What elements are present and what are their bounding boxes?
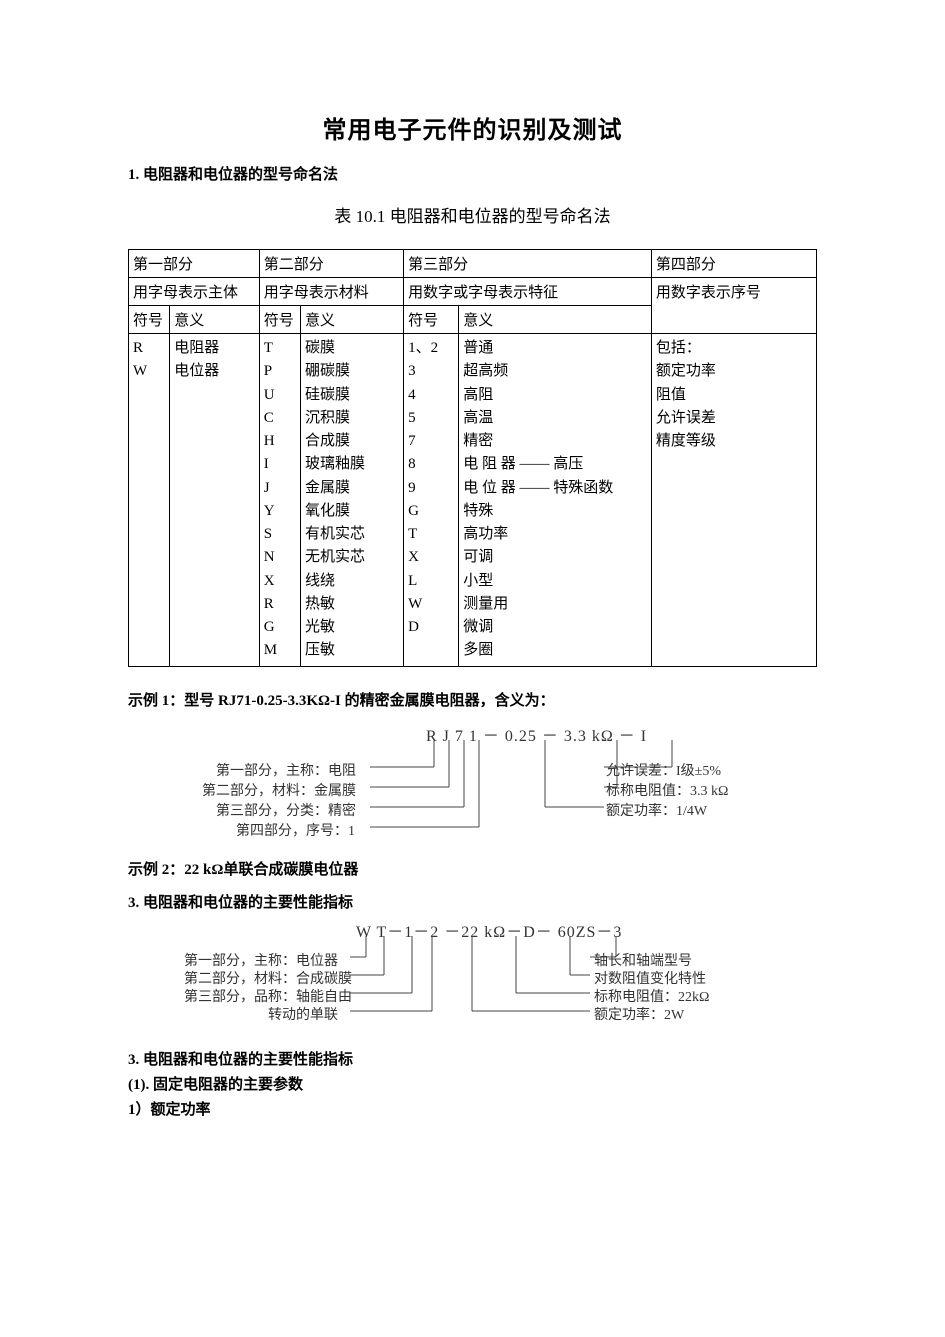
- section-3a-heading: 3. 电阻器和电位器的主要性能指标: [128, 891, 817, 912]
- example-1-label: 示例 1：型号 RJ71-0.25-3.3KΩ-I 的精密金属膜电阻器，含义为：: [128, 689, 817, 710]
- section-3b-heading: 3. 电阻器和电位器的主要性能指标: [128, 1048, 817, 1069]
- sub-1-heading: (1). 固定电阻器的主要参数: [128, 1073, 817, 1094]
- th-mean2: 意义: [300, 306, 403, 334]
- diagram-1: R J 7 1 － 0.25 － 3.3 kΩ － I 第一部分，主称：电阻 第…: [128, 722, 818, 854]
- th-part2: 第二部分: [259, 250, 403, 278]
- diagram1-lines: [128, 722, 818, 854]
- th-sym2: 符号: [259, 306, 300, 334]
- table-row: 第一部分 第二部分 第三部分 第四部分: [129, 250, 817, 278]
- cell-sym3: 1、2 3 4 5 7 8 9 G T X L W D: [404, 334, 459, 667]
- cell-mean2: 碳膜 硼碳膜 硅碳膜 沉积膜 合成膜 玻璃釉膜 金属膜 氧化膜 有机实芯 无机实…: [300, 334, 403, 667]
- cell-mean1: 电阻器 电位器: [170, 334, 259, 667]
- th-desc4: 用数字表示序号: [651, 278, 816, 334]
- th-desc2: 用字母表示材料: [259, 278, 403, 306]
- cell-notes: 包括： 额定功率 阻值 允许误差 精度等级: [651, 334, 816, 667]
- th-part1: 第一部分: [129, 250, 260, 278]
- th-mean3: 意义: [459, 306, 652, 334]
- th-part4: 第四部分: [651, 250, 816, 278]
- table-caption: 表 10.1 电阻器和电位器的型号命名法: [128, 202, 817, 227]
- sub-1a-heading: 1）额定功率: [128, 1098, 817, 1119]
- table-row: 用字母表示主体 用字母表示材料 用数字或字母表示特征 用数字表示序号: [129, 278, 817, 306]
- cell-mean3: 普通 超高频 高阻 高温 精密 电 阻 器 —— 高压 电 位 器 —— 特殊函…: [459, 334, 652, 667]
- page-title: 常用电子元件的识别及测试: [128, 110, 817, 145]
- th-part3: 第三部分: [404, 250, 652, 278]
- th-desc1: 用字母表示主体: [129, 278, 260, 306]
- cell-sym2: T P U C H I J Y S N X R G M: [259, 334, 300, 667]
- diagram2-lines: [128, 918, 818, 1042]
- th-desc3: 用数字或字母表示特征: [404, 278, 652, 306]
- th-sym1: 符号: [129, 306, 170, 334]
- naming-table: 第一部分 第二部分 第三部分 第四部分 用字母表示主体 用字母表示材料 用数字或…: [128, 249, 817, 667]
- th-sym3: 符号: [404, 306, 459, 334]
- diagram-2: W T－1－2 －22 kΩ－D－ 60ZS－3 第一部分，主称：电位器 第二部…: [128, 918, 818, 1042]
- section-1-heading: 1. 电阻器和电位器的型号命名法: [128, 163, 817, 184]
- page: 常用电子元件的识别及测试 1. 电阻器和电位器的型号命名法 表 10.1 电阻器…: [0, 0, 945, 1183]
- example-2-label: 示例 2：22 kΩ单联合成碳膜电位器: [128, 858, 817, 879]
- table-row: R W 电阻器 电位器 T P U C H I J Y S N X R G M …: [129, 334, 817, 667]
- cell-sym1: R W: [129, 334, 170, 667]
- th-mean1: 意义: [170, 306, 259, 334]
